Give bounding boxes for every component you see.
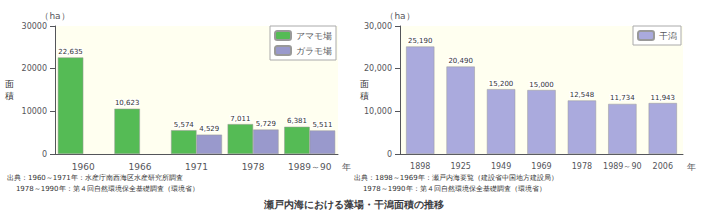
svg-text:0: 0 bbox=[387, 150, 392, 159]
svg-text:7,011: 7,011 bbox=[230, 115, 250, 123]
svg-text:出典：1960～1971年：水産庁南西海区水産研究所調査: 出典：1960～1971年：水産庁南西海区水産研究所調査 bbox=[7, 174, 183, 182]
svg-text:5,574: 5,574 bbox=[174, 121, 195, 129]
svg-text:1989～90: 1989～90 bbox=[603, 162, 642, 171]
svg-text:面: 面 bbox=[5, 79, 14, 89]
svg-text:1966: 1966 bbox=[128, 162, 151, 172]
svg-text:1978～1990年：第４回自然環境保全基礎調査（環境省）: 1978～1990年：第４回自然環境保全基礎調査（環境省） bbox=[354, 185, 546, 193]
svg-text:瀬戸内海における藻場・干潟面積の推移: 瀬戸内海における藻場・干潟面積の推移 bbox=[263, 199, 444, 211]
svg-text:20,490: 20,490 bbox=[448, 57, 473, 65]
svg-text:11,734: 11,734 bbox=[610, 94, 635, 102]
svg-text:20000: 20000 bbox=[22, 64, 47, 73]
svg-text:1960: 1960 bbox=[72, 162, 95, 172]
svg-text:6,381: 6,381 bbox=[287, 117, 307, 125]
svg-text:1989～90: 1989～90 bbox=[288, 162, 332, 172]
svg-text:（ha）: （ha） bbox=[40, 11, 69, 21]
svg-text:（ha）: （ha） bbox=[385, 11, 414, 21]
svg-text:年: 年 bbox=[342, 162, 351, 172]
svg-text:30000: 30000 bbox=[22, 22, 47, 31]
svg-text:4,529: 4,529 bbox=[199, 125, 219, 133]
svg-text:30,000: 30,000 bbox=[364, 22, 392, 31]
svg-text:干潟: 干潟 bbox=[659, 31, 677, 41]
svg-text:5,511: 5,511 bbox=[312, 121, 332, 129]
svg-text:積: 積 bbox=[5, 91, 14, 101]
svg-text:12,548: 12,548 bbox=[570, 91, 595, 99]
svg-text:出典：1898～1969年：瀬戸内海要覧（建設省中国地方建設: 出典：1898～1969年：瀬戸内海要覧（建設省中国地方建設局） bbox=[354, 174, 558, 182]
svg-text:5,729: 5,729 bbox=[256, 120, 276, 128]
svg-text:1969: 1969 bbox=[531, 162, 551, 171]
svg-text:ガラモ場: ガラモ場 bbox=[296, 46, 332, 56]
svg-text:1898: 1898 bbox=[410, 162, 430, 171]
svg-text:アマモ場: アマモ場 bbox=[296, 31, 332, 41]
svg-text:10,000: 10,000 bbox=[364, 107, 392, 116]
svg-text:1978～1990年：第４回自然環境保全基礎調査（環境省）: 1978～1990年：第４回自然環境保全基礎調査（環境省） bbox=[7, 185, 199, 193]
svg-text:0: 0 bbox=[42, 150, 47, 159]
svg-text:1971: 1971 bbox=[185, 162, 208, 172]
svg-text:10000: 10000 bbox=[22, 107, 47, 116]
svg-text:15,000: 15,000 bbox=[529, 81, 554, 89]
svg-text:25,190: 25,190 bbox=[408, 37, 433, 45]
svg-text:11,943: 11,943 bbox=[651, 94, 676, 102]
svg-text:年: 年 bbox=[687, 162, 696, 172]
svg-text:1949: 1949 bbox=[491, 162, 511, 171]
svg-text:面: 面 bbox=[360, 79, 369, 89]
svg-text:1925: 1925 bbox=[450, 162, 470, 171]
svg-text:1978: 1978 bbox=[572, 162, 592, 171]
svg-text:22,635: 22,635 bbox=[58, 48, 83, 56]
svg-text:20,000: 20,000 bbox=[364, 64, 392, 73]
svg-text:2006: 2006 bbox=[653, 162, 673, 171]
svg-text:15,200: 15,200 bbox=[489, 80, 514, 88]
svg-text:1978: 1978 bbox=[242, 162, 265, 172]
svg-text:10,623: 10,623 bbox=[115, 99, 140, 107]
svg-text:積: 積 bbox=[360, 91, 369, 101]
